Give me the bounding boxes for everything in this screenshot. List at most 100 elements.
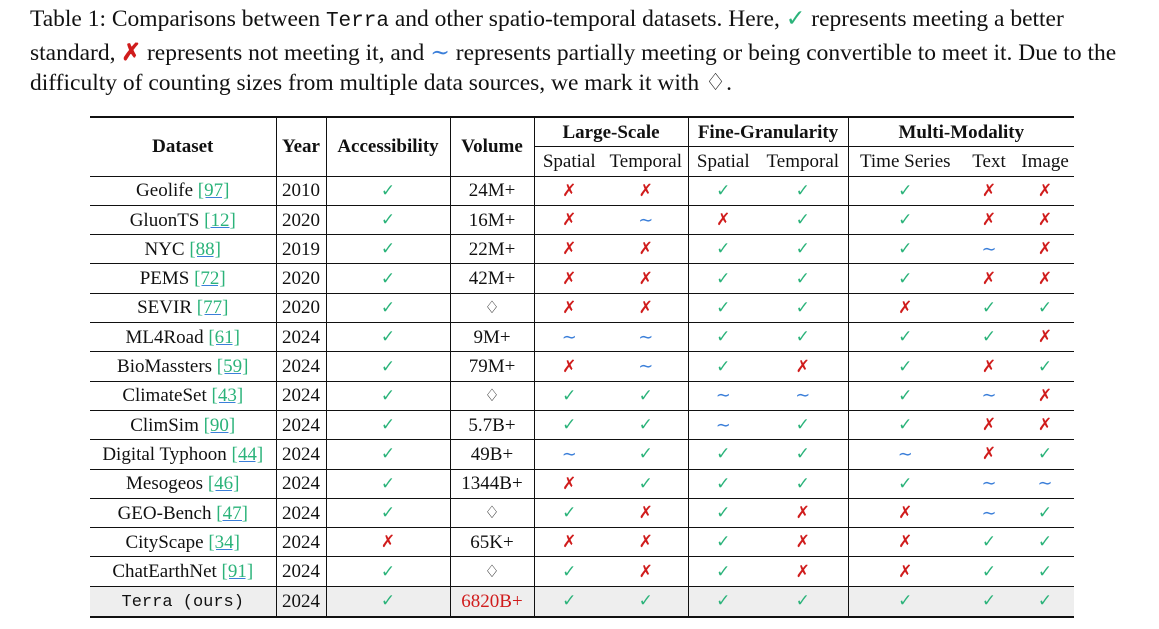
citation-link[interactable]: [97] [197,180,230,202]
cell-year: 2024 [276,351,327,382]
check-icon: ✓ [716,268,731,289]
table-cell: ✓ [758,322,849,353]
check-icon: ✓ [380,591,396,612]
cross-icon: ✗ [1037,327,1053,348]
table-cell: ✗ [758,527,849,558]
check-icon: ✓ [898,239,913,260]
tilde-icon: ∼ [638,209,654,231]
table-cell: ✓ [326,410,451,441]
table-cell: ✓ [758,293,849,324]
table-row: GluonTS [12] 2020 ✓ 16M+ ✗ ∼ ✗ ✓ ✓ ✗ ✗ [90,205,1075,236]
table-cell: ✗ [604,527,689,558]
cell-volume: ♢ [450,293,535,324]
check-icon: ✓ [898,268,913,289]
caption-part-1: and other spatio-temporal datasets. Here… [388,6,786,32]
citation-link[interactable]: [34] [208,531,240,553]
citation-link[interactable]: [88] [189,238,222,260]
cell-dataset: CityScape [34] [90,527,277,558]
cross-icon: ✗ [1037,180,1053,201]
table-cell: ✗ [534,527,604,558]
check-icon: ✓ [716,444,731,465]
table-cell: ✓ [1016,351,1075,382]
cell-dataset: Geolife [97] [90,175,277,206]
table-cell: ✓ [534,556,604,587]
cross-icon: ✗ [981,444,997,465]
check-icon: ✓ [380,473,396,494]
check-icon: ✓ [795,180,810,201]
tilde-icon: ∼ [638,326,654,348]
cell-year: 2024 [276,498,327,529]
citation-link[interactable]: [61] [208,326,240,348]
table-cell: ✓ [758,585,849,617]
citation-link[interactable]: [59] [216,356,249,378]
check-icon: ✓ [380,210,396,231]
cell-dataset: Mesogeos [46] [90,469,277,499]
table-cell: ✓ [688,293,759,324]
cross-icon: ✗ [898,503,913,523]
check-icon: ✓ [981,327,997,348]
table-cell: ✗ [1016,175,1075,206]
table-cell: ✗ [534,351,604,382]
cross-icon: ✗ [638,532,653,553]
comparison-table: Dataset Year Accessibility Volume Large-… [90,116,1075,618]
dataset-name: SEVIR [137,297,192,319]
citation-link[interactable]: [77] [196,297,229,319]
cross-icon: ✗ [638,561,653,582]
volume-value: 22M+ [468,238,516,260]
tilde-icon: ∼ [561,443,577,465]
check-icon: ✓ [981,532,997,553]
citation-link[interactable]: [44] [231,443,264,465]
citation-link[interactable]: [46] [207,473,240,495]
cell-dataset: ClimSim [90] [90,410,277,441]
caption-lead: Table 1: Comparisons between [30,6,326,32]
table-cell: ✗ [604,175,689,206]
table-row: NYC [88] 2019 ✓ 22M+ ✗ ✗ ✓ ✓ ✓ ∼ ✗ [90,234,1075,265]
cross-icon: ✗ [562,180,577,201]
volume-value: 42M+ [468,268,516,290]
dataset-name: NYC [144,238,185,260]
tilde-icon: ∼ [981,385,997,407]
check-icon: ✓ [562,415,577,436]
table-cell: ∼ [848,439,963,470]
citation-link[interactable]: [43] [211,385,244,407]
cell-year: 2024 [276,410,327,441]
cell-volume: 49B+ [450,439,535,470]
citation-link[interactable]: [12] [204,209,236,231]
cross-icon: ✗ [795,532,810,553]
cross-icon: ✗ [638,503,653,523]
table-cell: ✓ [758,439,849,470]
citation-link[interactable]: [90] [203,414,236,436]
citation-link[interactable]: [91] [221,561,254,583]
check-icon: ✓ [898,210,913,231]
caption-part-5: . [726,70,732,96]
table-cell: ✓ [848,234,963,265]
header-large-scale: Large-Scale [534,117,689,148]
table-cell: ✓ [758,410,849,441]
check-icon: ✓ [898,356,913,377]
cross-icon: ✗ [380,532,396,553]
table-cell: ✓ [604,585,689,617]
diamond-icon: ♢ [705,70,727,96]
cross-icon: ✗ [562,239,577,260]
check-icon: ✓ [795,591,810,612]
table-cell: ✗ [758,498,849,529]
table-cell: ✓ [326,263,451,294]
caption-dataset-name: Terra [325,10,389,33]
cross-icon: ✗ [121,39,142,66]
table-row: CityScape [34] 2024 ✗ 65K+ ✗ ✗ ✓ ✗ ✗ ✓ ✓ [90,527,1075,558]
table-cell: ∼ [962,469,1017,499]
cell-volume: 5.7B+ [450,410,535,441]
header-fg-temporal: Temporal [758,146,849,177]
table-cell: ∼ [1016,469,1075,499]
tilde-icon: ∼ [715,414,731,436]
check-icon: ✓ [716,239,731,260]
table-row: BioMassters [59] 2024 ✓ 79M+ ✗ ∼ ✓ ✗ ✓ ✗ ✓ [90,351,1075,382]
citation-link[interactable]: [72] [194,268,226,290]
citation-link[interactable]: [47] [216,502,248,524]
volume-value: 6820B+ [461,590,523,612]
check-icon: ✓ [795,239,810,260]
table-cell: ✗ [848,498,963,529]
cell-volume: 79M+ [450,351,535,382]
volume-value: ♢ [484,561,500,582]
table-cell: ✗ [962,351,1017,382]
